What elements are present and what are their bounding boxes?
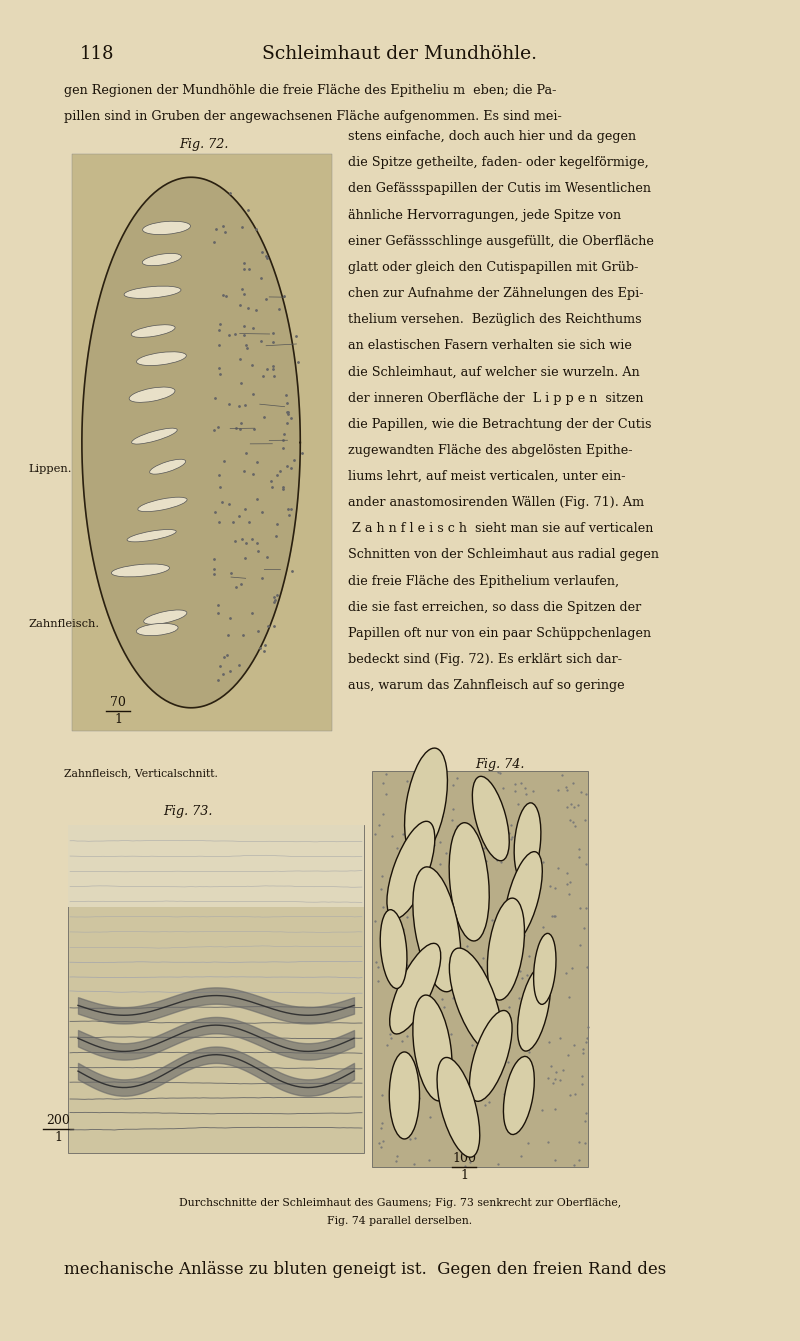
Ellipse shape xyxy=(124,286,181,299)
Text: Schleimhaut der Mundhöhle.: Schleimhaut der Mundhöhle. xyxy=(262,44,538,63)
Text: thelium versehen.  Bezüglich des Reichthums: thelium versehen. Bezüglich des Reichthu… xyxy=(348,314,642,326)
Text: 1: 1 xyxy=(460,1168,468,1181)
Text: einer Gefässschlinge ausgefüllt, die Oberfläche: einer Gefässschlinge ausgefüllt, die Obe… xyxy=(348,235,654,248)
Text: die Papillen, wie die Betrachtung der der Cutis: die Papillen, wie die Betrachtung der de… xyxy=(348,418,651,430)
Ellipse shape xyxy=(472,776,510,861)
Text: 118: 118 xyxy=(80,44,114,63)
Text: Fig. 72.: Fig. 72. xyxy=(179,138,229,152)
Bar xyxy=(68,825,364,907)
Text: Papillen oft nur von ein paar Schüppchenlagen: Papillen oft nur von ein paar Schüppchen… xyxy=(348,628,651,640)
Ellipse shape xyxy=(450,948,502,1053)
Ellipse shape xyxy=(487,898,525,1000)
Ellipse shape xyxy=(405,748,447,857)
Text: chen zur Aufnahme der Zähnelungen des Epi-: chen zur Aufnahme der Zähnelungen des Ep… xyxy=(348,287,643,300)
Ellipse shape xyxy=(387,821,435,919)
Ellipse shape xyxy=(111,565,170,577)
Ellipse shape xyxy=(137,351,186,366)
Text: ander anastomosirenden Wällen (Fig. 71). Am: ander anastomosirenden Wällen (Fig. 71).… xyxy=(348,496,644,510)
Text: stens einfache, doch auch hier und da gegen: stens einfache, doch auch hier und da ge… xyxy=(348,130,636,143)
Text: der inneren Oberfläche der  L i p p e n  sitzen: der inneren Oberfläche der L i p p e n s… xyxy=(348,392,643,405)
Text: 70: 70 xyxy=(110,696,126,709)
Text: die freie Fläche des Epithelium verlaufen,: die freie Fläche des Epithelium verlaufe… xyxy=(348,575,619,587)
Text: die sie fast erreichen, so dass die Spitzen der: die sie fast erreichen, so dass die Spit… xyxy=(348,601,642,614)
Ellipse shape xyxy=(470,1011,512,1101)
Text: 1: 1 xyxy=(54,1130,62,1144)
Ellipse shape xyxy=(437,1058,480,1157)
Text: an elastischen Fasern verhalten sie sich wie: an elastischen Fasern verhalten sie sich… xyxy=(348,339,632,353)
Bar xyxy=(68,825,364,1153)
Text: Fig. 74.: Fig. 74. xyxy=(475,758,525,771)
Text: aus, warum das Zahnfleisch auf so geringe: aus, warum das Zahnfleisch auf so gering… xyxy=(348,680,625,692)
Text: Zahnfleisch.: Zahnfleisch. xyxy=(28,618,99,629)
Text: Fig. 74 parallel derselben.: Fig. 74 parallel derselben. xyxy=(327,1216,473,1226)
Ellipse shape xyxy=(380,909,407,988)
Text: die Schleimhaut, auf welcher sie wurzeln. An: die Schleimhaut, auf welcher sie wurzeln… xyxy=(348,366,640,378)
Ellipse shape xyxy=(129,388,175,402)
Ellipse shape xyxy=(504,852,542,944)
Text: mechanische Anlässe zu bluten geneigt ist.  Gegen den freien Rand des: mechanische Anlässe zu bluten geneigt is… xyxy=(64,1261,666,1278)
Text: gen Regionen der Mundhöhle die freie Fläche des Epitheliu m  eben; die Pa-: gen Regionen der Mundhöhle die freie Flä… xyxy=(64,84,556,98)
Text: zugewandten Fläche des abgelösten Epithe-: zugewandten Fläche des abgelösten Epithe… xyxy=(348,444,633,457)
Text: ähnliche Hervorragungen, jede Spitze von: ähnliche Hervorragungen, jede Spitze von xyxy=(348,209,621,221)
Ellipse shape xyxy=(131,325,175,338)
Text: Fig. 73.: Fig. 73. xyxy=(163,805,213,818)
Text: liums lehrt, auf meist verticalen, unter ein-: liums lehrt, auf meist verticalen, unter… xyxy=(348,471,626,483)
Text: pillen sind in Gruben der angewachsenen Fläche aufgenommen. Es sind mei-: pillen sind in Gruben der angewachsenen … xyxy=(64,110,562,123)
Ellipse shape xyxy=(518,966,550,1051)
Text: 100: 100 xyxy=(452,1152,476,1165)
Polygon shape xyxy=(82,177,300,708)
Ellipse shape xyxy=(138,498,187,512)
Text: bedeckt sind (Fig. 72). Es erklärt sich dar-: bedeckt sind (Fig. 72). Es erklärt sich … xyxy=(348,653,622,666)
Text: glatt oder gleich den Cutispapillen mit Grüb-: glatt oder gleich den Cutispapillen mit … xyxy=(348,261,638,274)
Ellipse shape xyxy=(127,530,176,542)
Ellipse shape xyxy=(413,995,452,1101)
Text: 1: 1 xyxy=(114,712,122,725)
Ellipse shape xyxy=(150,459,186,475)
Ellipse shape xyxy=(142,253,182,266)
Text: den Gefässspapillen der Cutis im Wesentlichen: den Gefässspapillen der Cutis im Wesentl… xyxy=(348,182,651,196)
Text: Lippen.: Lippen. xyxy=(28,464,71,475)
Text: Z a h n f l e i s c h  sieht man sie auf verticalen: Z a h n f l e i s c h sieht man sie auf … xyxy=(348,523,654,535)
Ellipse shape xyxy=(449,823,490,941)
Ellipse shape xyxy=(132,428,178,444)
Ellipse shape xyxy=(534,933,556,1004)
Ellipse shape xyxy=(514,803,541,881)
Ellipse shape xyxy=(144,610,187,625)
Bar xyxy=(372,771,588,1167)
Ellipse shape xyxy=(503,1057,534,1134)
Ellipse shape xyxy=(390,943,441,1034)
Text: Schnitten von der Schleimhaut aus radial gegen: Schnitten von der Schleimhaut aus radial… xyxy=(348,548,659,562)
Ellipse shape xyxy=(390,1051,419,1139)
Ellipse shape xyxy=(413,866,461,992)
Bar xyxy=(72,154,332,731)
Text: 200: 200 xyxy=(46,1114,70,1128)
Text: Zahnfleisch, Verticalschnitt.: Zahnfleisch, Verticalschnitt. xyxy=(64,768,218,778)
Text: die Spitze getheilte, faden- oder kegelförmige,: die Spitze getheilte, faden- oder kegelf… xyxy=(348,157,649,169)
Ellipse shape xyxy=(136,624,178,636)
Ellipse shape xyxy=(142,221,190,235)
Text: Durchschnitte der Schleimhaut des Gaumens; Fig. 73 senkrecht zur Oberfläche,: Durchschnitte der Schleimhaut des Gaumen… xyxy=(179,1198,621,1207)
